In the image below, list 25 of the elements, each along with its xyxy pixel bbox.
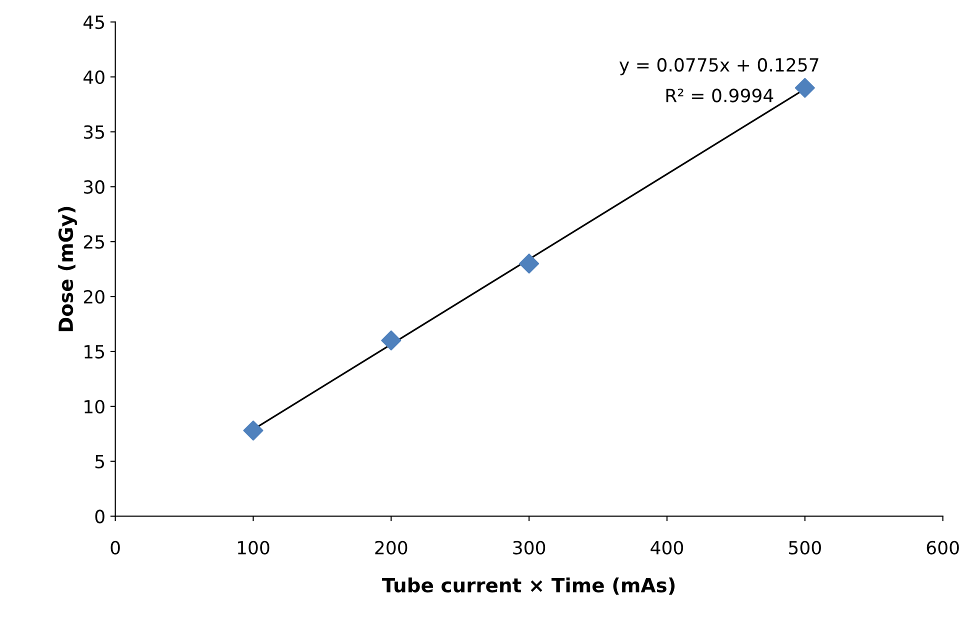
x-tick-label: 400: [650, 540, 684, 554]
x-tick-label: 0: [110, 540, 120, 554]
y-tick-label: 35: [84, 125, 104, 139]
x-tick-label: 100: [238, 540, 270, 554]
y-tick-label: 40: [83, 70, 104, 84]
y-tick-label: 45: [83, 16, 104, 30]
x-tick-label: 600: [926, 540, 959, 554]
point: [519, 254, 540, 274]
y-tick-label: 25: [84, 235, 104, 249]
y-tick-label: 20: [84, 290, 104, 304]
y-tick-label: 15: [84, 345, 104, 359]
x-tick-label: 500: [789, 540, 821, 554]
y-tick-label: 0: [95, 510, 104, 524]
x-axis-title: Tube current × Time (mAs): [382, 577, 675, 595]
point: [794, 78, 815, 98]
annotation: R² = 0.9994: [666, 88, 774, 102]
x-tick-label: 300: [513, 540, 546, 554]
y-tick-label: 30: [84, 180, 104, 194]
point: [381, 330, 402, 350]
x-tick-label: 200: [375, 540, 408, 554]
y-tick-label: 5: [95, 454, 104, 468]
point: [243, 420, 264, 441]
annotation: y = 0.0775x + 0.1257: [619, 58, 818, 76]
y-axis-title: Dose (mGy): [58, 206, 78, 332]
y-tick-label: 10: [84, 400, 104, 414]
